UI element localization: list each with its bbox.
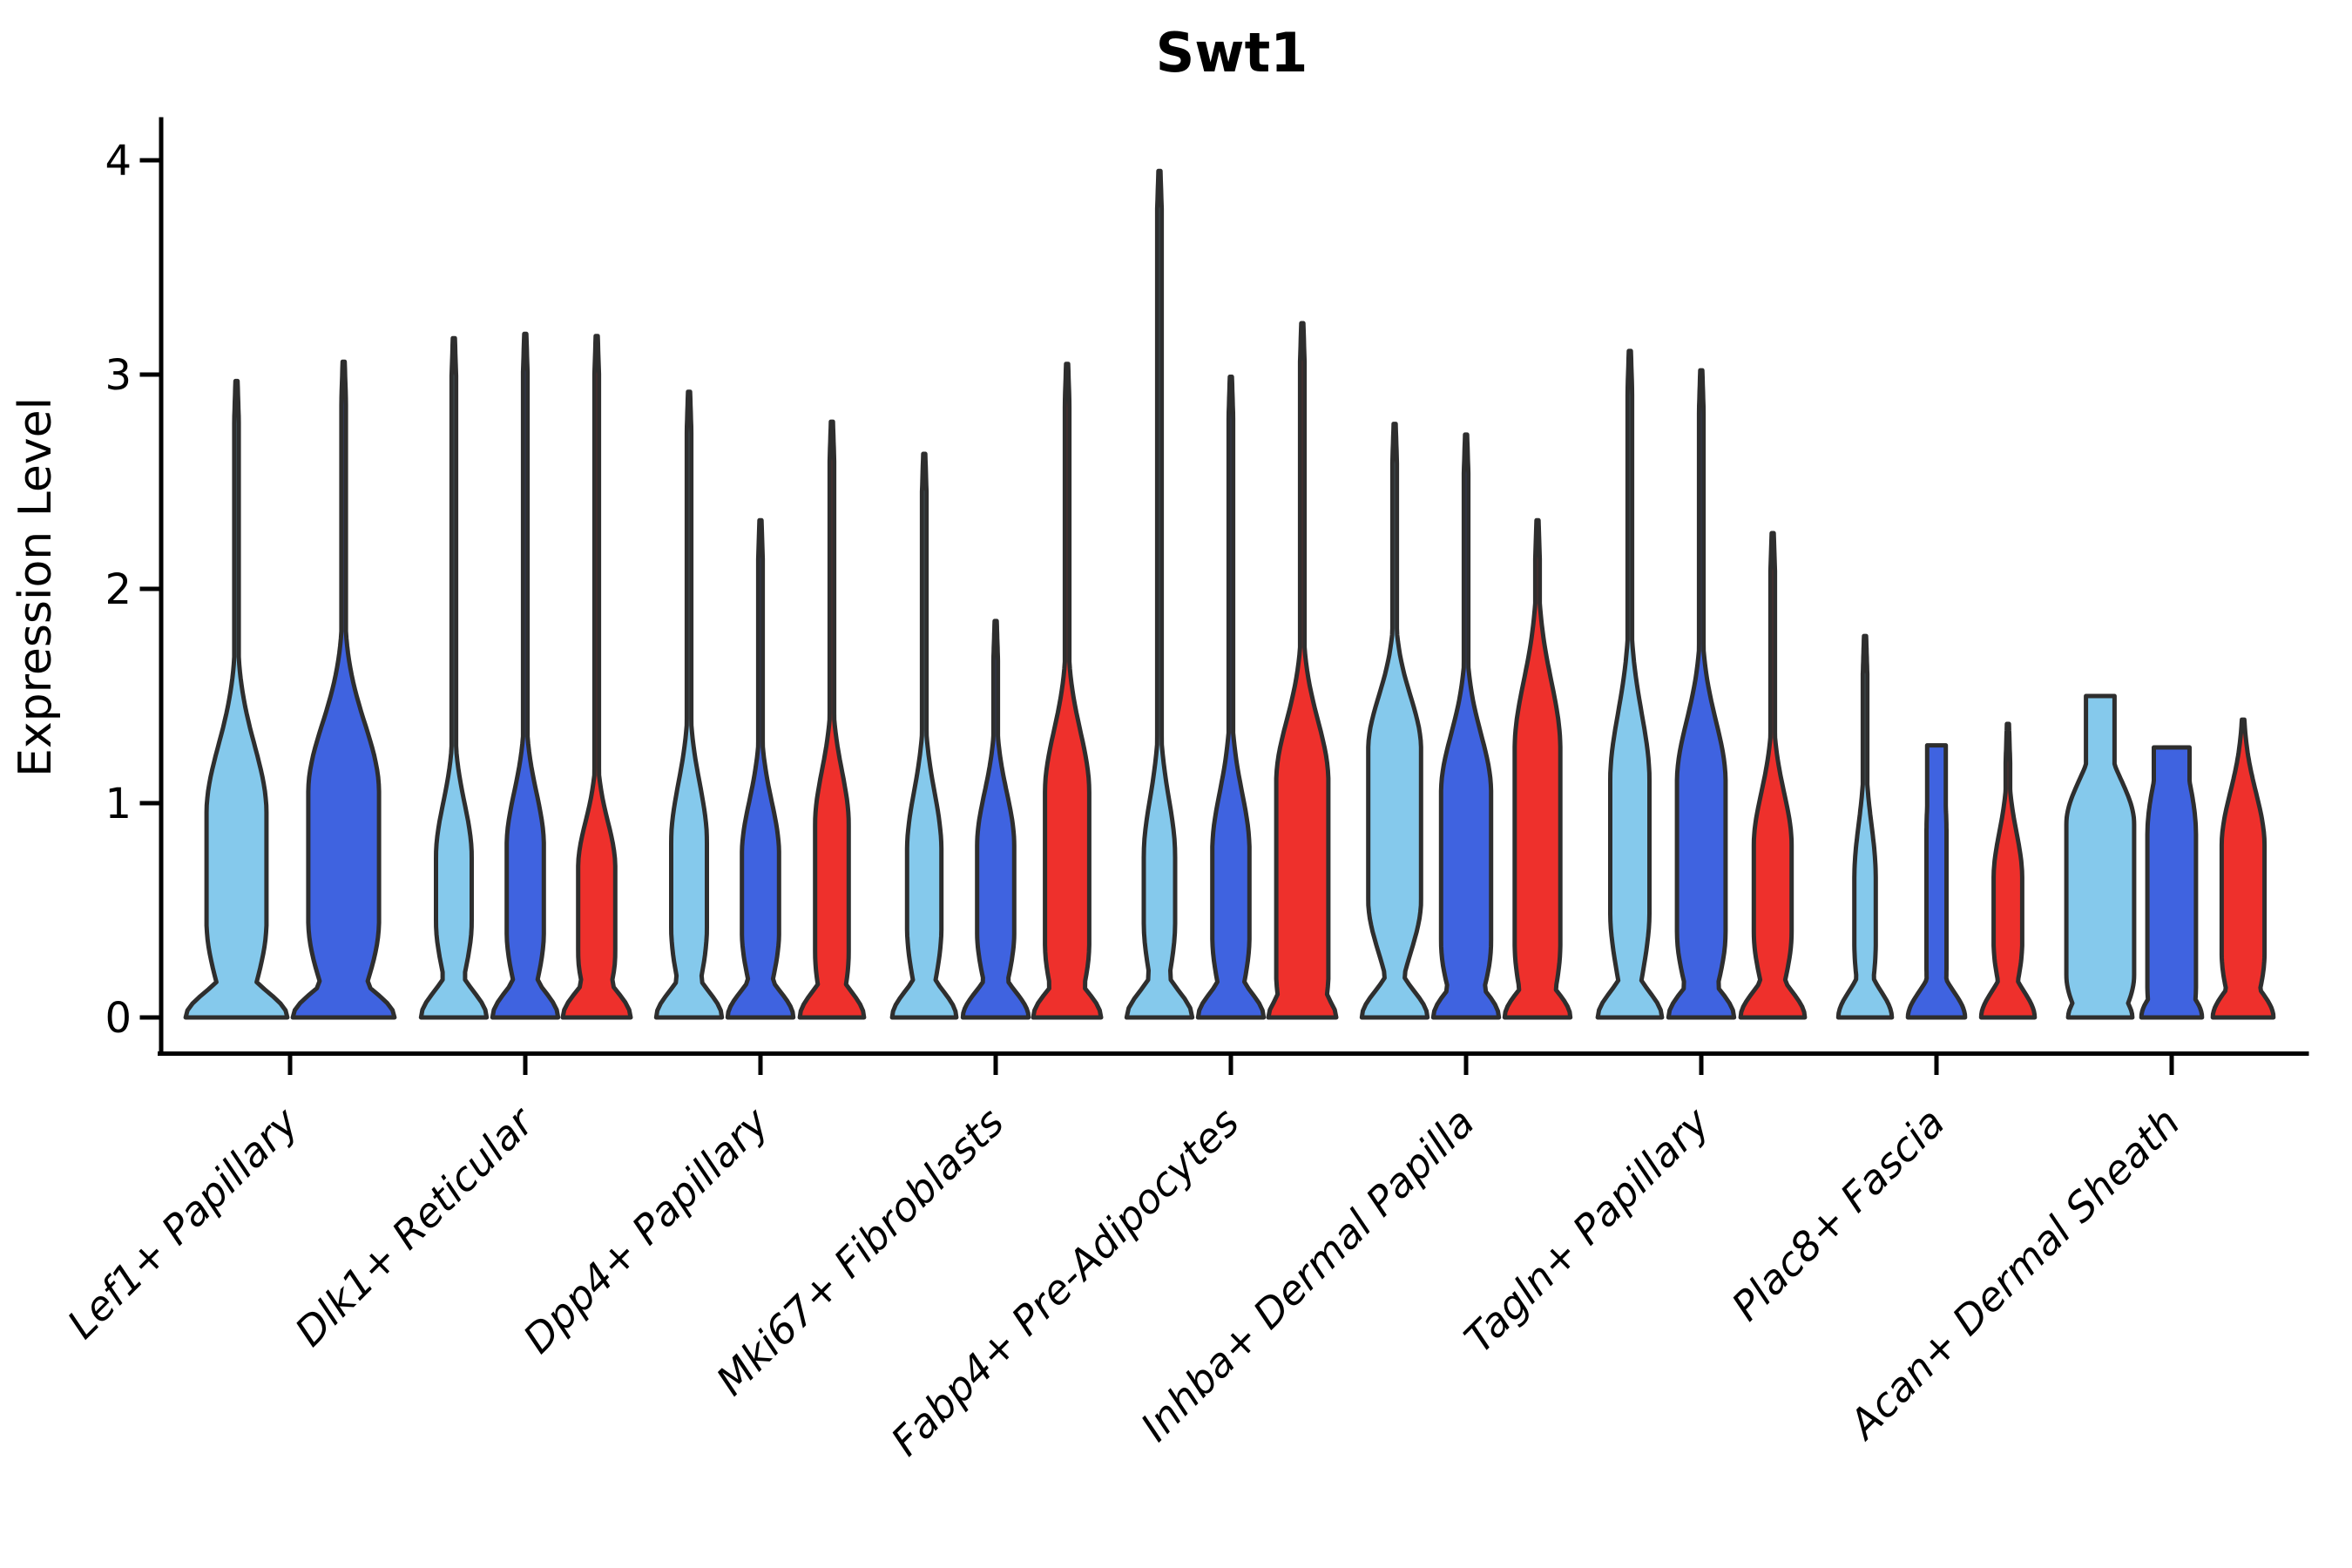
violin-dark-blue-violin-6 (1430, 432, 1502, 1020)
violin-red-violin-8 (1978, 721, 2038, 1020)
violin-dark-blue-violin-2 (490, 331, 561, 1020)
x-category-label: Lef1+ Papillary (58, 1098, 308, 1348)
violin-light-blue-violin-3 (653, 389, 725, 1020)
violin-dark-blue-violin-5 (1195, 375, 1267, 1020)
violin-red-violin-3 (797, 419, 867, 1020)
violin-dark-blue-violin-8 (1905, 743, 1968, 1020)
violin-light-blue-violin-9 (2064, 693, 2137, 1020)
violin-dark-blue-violin-4 (960, 618, 1031, 1020)
violin-dark-blue-violin-9 (2139, 745, 2205, 1020)
violin-red-violin-5 (1266, 321, 1339, 1020)
violin-dark-blue-violin-1 (290, 359, 397, 1020)
violin-light-blue-violin-2 (418, 335, 490, 1020)
y-axis-label: Expression Level (10, 397, 62, 777)
x-category-label: Plac8+ Fascia (1722, 1098, 1953, 1329)
violin-light-blue-violin-6 (1359, 422, 1430, 1020)
y-tick-label: 1 (105, 780, 132, 828)
y-tick-label: 4 (105, 137, 132, 186)
y-tick-label: 3 (105, 351, 132, 400)
y-tick-label: 2 (105, 565, 132, 614)
violin-red-violin-9 (2210, 717, 2276, 1020)
violin-dark-blue-violin-7 (1666, 368, 1737, 1020)
x-category-label: Dpp4+ Papillary (514, 1098, 778, 1362)
violin-red-violin-4 (1031, 362, 1104, 1020)
violin-light-blue-violin-5 (1124, 168, 1195, 1020)
x-category-label: Dlk1+ Reticular (286, 1097, 544, 1355)
violin-light-blue-violin-7 (1595, 348, 1665, 1020)
violin-red-violin-7 (1738, 531, 1808, 1020)
violin-red-violin-2 (560, 334, 633, 1020)
violin-light-blue-violin-1 (183, 378, 290, 1020)
violin-dark-blue-violin-3 (725, 517, 796, 1020)
violin-light-blue-violin-4 (889, 451, 959, 1020)
chart-title: Swt1 (1156, 21, 1308, 84)
x-category-label: Tagln+ Papillary (1455, 1098, 1719, 1362)
violin-light-blue-violin-8 (1835, 633, 1895, 1020)
y-tick-label: 0 (105, 994, 132, 1043)
violin-red-violin-6 (1502, 517, 1573, 1020)
